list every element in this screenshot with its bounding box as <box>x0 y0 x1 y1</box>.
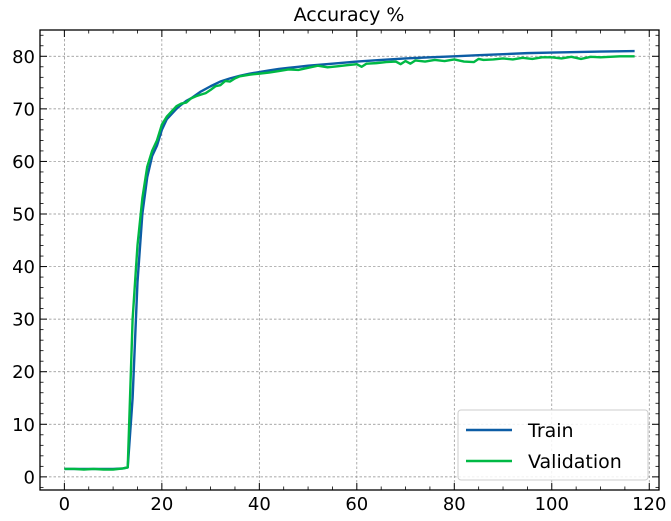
y-tick-label: 60 <box>12 152 35 173</box>
y-tick-labels: 0 10 20 30 40 50 60 70 80 <box>12 47 35 489</box>
x-tick-label: 100 <box>535 494 569 515</box>
chart-title: Accuracy % <box>294 4 405 26</box>
y-tick-label: 70 <box>12 99 35 120</box>
x-tick-label: 60 <box>345 494 368 515</box>
y-tick-label: 0 <box>24 467 35 488</box>
x-tick-labels: 0 20 40 60 80 100 120 <box>59 494 667 515</box>
x-tick-label: 0 <box>59 494 70 515</box>
x-tick-label: 20 <box>150 494 173 515</box>
legend-label-validation: Validation <box>528 451 622 473</box>
x-tick-label: 40 <box>248 494 271 515</box>
series-line-train <box>64 49 635 471</box>
grid <box>40 30 659 490</box>
plot-frame <box>39 29 660 491</box>
legend-label-train: Train <box>527 420 574 442</box>
y-tick-label: 10 <box>12 415 35 436</box>
legend-box <box>457 409 649 481</box>
y-tick-label: 20 <box>12 362 35 383</box>
series-lines <box>64 49 635 471</box>
y-tick-label: 30 <box>12 310 35 331</box>
y-tick-label: 40 <box>12 257 35 278</box>
series-line-validation <box>64 55 635 471</box>
y-tick-label: 80 <box>12 47 35 68</box>
x-tick-label: 120 <box>632 494 666 515</box>
legend: Train Validation <box>457 409 649 481</box>
y-tick-label: 50 <box>12 205 35 226</box>
x-tick-label: 80 <box>443 494 466 515</box>
